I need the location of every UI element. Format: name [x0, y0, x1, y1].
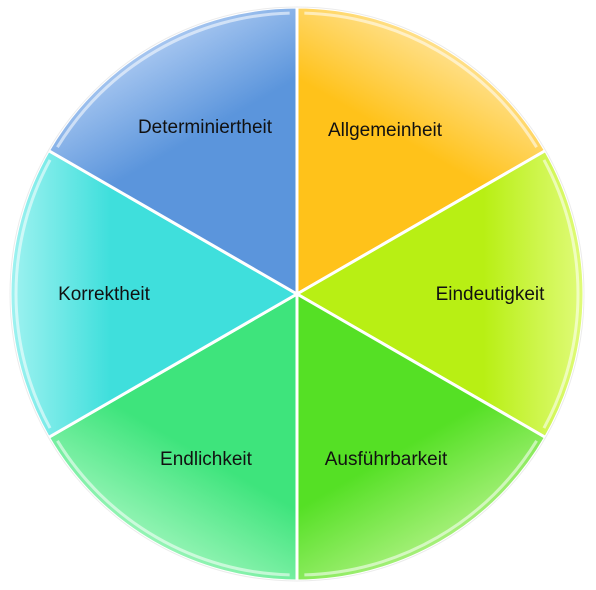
segment-label: Endlichkeit [160, 449, 253, 470]
segment-ausf-hrbarkeit [295, 292, 548, 583]
segment-korrektheit [8, 149, 299, 439]
segment-label: Determiniertheit [138, 117, 273, 138]
segment-determiniertheit [46, 5, 299, 296]
segment-rim-highlight [56, 440, 290, 577]
segment-allgemeinheit [295, 5, 548, 296]
segment-label: Korrektheit [58, 284, 151, 305]
segment-eindeutigkeit [295, 149, 586, 439]
segment-rim-highlight [304, 11, 538, 148]
segment-rim-highlight [14, 159, 52, 429]
segment-rim-highlight [542, 159, 580, 429]
segment-rim-highlight [56, 11, 290, 148]
segment-label: Ausführbarkeit [325, 449, 448, 470]
segment-endlichkeit [46, 292, 299, 583]
segment-label: Allgemeinheit [328, 120, 443, 141]
segment-rim-highlight [304, 440, 538, 577]
wheel-outline [9, 6, 585, 582]
segment-label: Eindeutigkeit [436, 284, 546, 305]
